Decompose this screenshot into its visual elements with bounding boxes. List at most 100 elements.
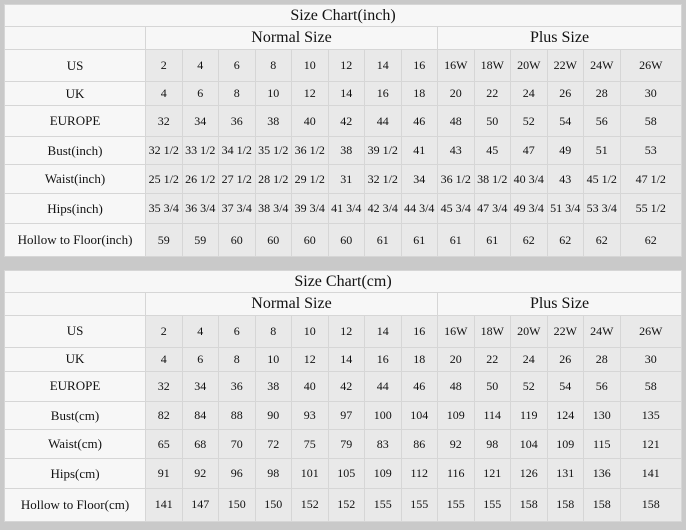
size-cell: 14 (327, 81, 365, 106)
table-row: EUROPE 32 34 36 38 40 42 44 46 48 50 52 54 56 58 (4, 105, 682, 137)
size-cell: 34 (181, 370, 219, 403)
size-cell: 14 (364, 49, 402, 82)
size-cell: 40 (291, 105, 329, 137)
group-normal-size: Normal Size (145, 26, 438, 50)
size-cell: 34 1/2 (218, 136, 256, 165)
size-cell: 41 (400, 136, 438, 165)
size-cell: 58 (619, 370, 682, 403)
size-cell: 55 1/2 (619, 193, 682, 224)
size-cell: 6 (218, 49, 256, 82)
size-cell: 126 (510, 458, 548, 489)
size-cell: 155 (437, 487, 475, 523)
group-header-row: Normal Size Plus Size (4, 292, 682, 317)
size-cell: 53 (619, 136, 682, 165)
size-cell: 12 (327, 49, 365, 82)
size-cell: 47 1/2 (619, 164, 682, 194)
row-label: EUROPE (4, 105, 146, 137)
size-cell: 24 (510, 346, 548, 372)
size-cell: 10 (291, 315, 329, 348)
size-cell: 36 3/4 (181, 193, 219, 224)
size-cell: 62 (583, 223, 621, 257)
size-cell: 44 (364, 370, 402, 403)
size-cell: 10 (291, 49, 329, 82)
table-row: Hips(inch) 35 3/4 36 3/4 37 3/4 38 3/4 39 3/4… (4, 193, 682, 224)
size-cell: 45 3/4 (437, 193, 475, 224)
size-cell: 26W (619, 315, 682, 348)
size-cell: 33 1/2 (181, 136, 219, 165)
table-row: Hollow to Floor(inch) 59 59 60 60 60 60 61 61 61 6… (4, 223, 682, 257)
size-cell: 98 (254, 458, 292, 489)
size-cell: 36 (218, 105, 256, 137)
size-cell: 20 (437, 81, 475, 106)
size-cell: 38 (327, 136, 365, 165)
size-cell: 32 (145, 105, 183, 137)
size-cell: 82 (145, 400, 183, 431)
size-cell: 25 1/2 (145, 164, 183, 194)
size-cell: 121 (619, 429, 682, 460)
size-cell: 4 (181, 315, 219, 348)
size-cell: 79 (327, 429, 365, 460)
size-cell: 47 3/4 (473, 193, 511, 224)
size-cell: 97 (327, 400, 365, 431)
size-cell: 158 (583, 487, 621, 523)
size-cell: 62 (619, 223, 682, 257)
size-cell: 28 (583, 346, 621, 372)
size-cell: 131 (546, 458, 584, 489)
size-cell: 59 (145, 223, 183, 257)
row-label: EUROPE (4, 370, 146, 403)
row-label: UK (4, 81, 146, 106)
size-cell: 22W (546, 49, 584, 82)
size-cell: 86 (400, 429, 438, 460)
table-row: EUROPE 32 34 36 38 40 42 44 46 48 50 52 54 56 58 (4, 370, 682, 403)
size-cell: 38 1/2 (473, 164, 511, 194)
size-cell: 8 (218, 81, 256, 106)
size-cell: 60 (218, 223, 256, 257)
row-label: US (4, 49, 146, 82)
title-row: Size Chart(inch) (4, 4, 682, 27)
size-chart-inch: Size Chart(inch) Normal Size Plus Size US 2 4… (4, 4, 682, 257)
size-cell: 92 (181, 458, 219, 489)
table-row: Waist(cm) 65 68 70 72 75 79 83 86 92 98 104 109 115 12… (4, 429, 682, 460)
size-cell: 4 (145, 346, 183, 372)
size-cell: 60 (291, 223, 329, 257)
size-cell: 16 (364, 81, 402, 106)
size-cell: 34 (181, 105, 219, 137)
size-cell: 51 (583, 136, 621, 165)
size-cell: 28 (583, 81, 621, 106)
size-cell: 14 (327, 346, 365, 372)
size-cell: 18 (400, 81, 438, 106)
size-cell: 88 (218, 400, 256, 431)
size-cell: 34 (400, 164, 438, 194)
size-cell: 45 1/2 (583, 164, 621, 194)
size-cell: 20W (510, 49, 548, 82)
size-cell: 92 (437, 429, 475, 460)
size-cell: 130 (583, 400, 621, 431)
size-cell: 6 (181, 346, 219, 372)
size-cell: 16 (364, 346, 402, 372)
size-cell: 2 (145, 315, 183, 348)
size-cell: 24 (510, 81, 548, 106)
group-plus-size: Plus Size (437, 26, 682, 50)
size-cell: 96 (218, 458, 256, 489)
size-cell: 155 (473, 487, 511, 523)
size-cell: 54 (546, 105, 584, 137)
chart-title: Size Chart(inch) (4, 4, 682, 27)
size-cell: 24W (583, 315, 621, 348)
size-cell: 27 1/2 (218, 164, 256, 194)
size-cell: 24W (583, 49, 621, 82)
size-cell: 6 (181, 81, 219, 106)
size-cell: 59 (181, 223, 219, 257)
size-table: Size Chart(inch) Normal Size Plus Size US 2 4… (4, 4, 682, 257)
size-cell: 40 3/4 (510, 164, 548, 194)
size-cell: 109 (546, 429, 584, 460)
size-cell: 36 1/2 (437, 164, 475, 194)
size-cell: 26 1/2 (181, 164, 219, 194)
size-cell: 141 (619, 458, 682, 489)
size-cell: 20 (437, 346, 475, 372)
size-cell: 14 (364, 315, 402, 348)
size-cell: 155 (364, 487, 402, 523)
table-row: UK 4 6 8 10 12 14 16 18 20 22 24 26 28 30 (4, 81, 682, 106)
size-cell: 10 (254, 346, 292, 372)
size-cell: 155 (400, 487, 438, 523)
size-cell: 109 (437, 400, 475, 431)
